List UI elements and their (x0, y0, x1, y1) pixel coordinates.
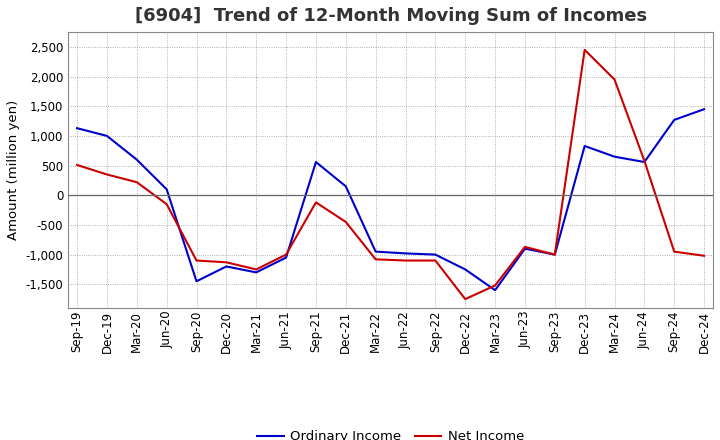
Net Income (580, 47, 589, 52)
Net Income (640, 158, 649, 164)
Line: Net Income: Net Income (77, 50, 704, 299)
Net Income (282, 252, 290, 257)
Net Income (103, 172, 112, 177)
Ordinary Income (551, 252, 559, 257)
Net Income (73, 162, 81, 168)
Ordinary Income (103, 133, 112, 139)
Net Income (521, 244, 529, 249)
Ordinary Income (341, 184, 350, 189)
Ordinary Income (580, 143, 589, 149)
Ordinary Income (73, 125, 81, 131)
Ordinary Income (491, 288, 500, 293)
Net Income (700, 253, 708, 258)
Net Income (461, 297, 469, 302)
Net Income (162, 202, 171, 207)
Ordinary Income (700, 106, 708, 112)
Legend: Ordinary Income, Net Income: Ordinary Income, Net Income (252, 425, 529, 440)
Net Income (491, 283, 500, 288)
Net Income (551, 252, 559, 257)
Ordinary Income (640, 159, 649, 165)
Ordinary Income (192, 279, 201, 284)
Ordinary Income (521, 246, 529, 251)
Ordinary Income (670, 117, 678, 122)
Net Income (132, 180, 141, 185)
Net Income (431, 258, 440, 263)
Ordinary Income (132, 157, 141, 162)
Net Income (192, 258, 201, 263)
Ordinary Income (611, 154, 619, 159)
Net Income (670, 249, 678, 254)
Net Income (222, 260, 230, 265)
Y-axis label: Amount (million yen): Amount (million yen) (7, 100, 20, 240)
Ordinary Income (282, 255, 290, 260)
Ordinary Income (461, 267, 469, 272)
Net Income (312, 200, 320, 205)
Net Income (252, 267, 261, 272)
Ordinary Income (372, 249, 380, 254)
Ordinary Income (252, 270, 261, 275)
Net Income (372, 257, 380, 262)
Net Income (401, 258, 410, 263)
Ordinary Income (312, 159, 320, 165)
Ordinary Income (162, 187, 171, 192)
Title: [6904]  Trend of 12-Month Moving Sum of Incomes: [6904] Trend of 12-Month Moving Sum of I… (135, 7, 647, 25)
Ordinary Income (222, 264, 230, 269)
Line: Ordinary Income: Ordinary Income (77, 109, 704, 290)
Net Income (341, 219, 350, 224)
Ordinary Income (401, 251, 410, 256)
Ordinary Income (431, 252, 440, 257)
Net Income (611, 77, 619, 82)
